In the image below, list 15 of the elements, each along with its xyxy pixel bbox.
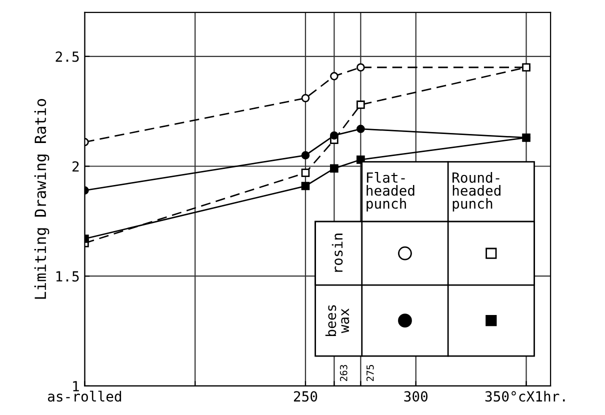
x-tick-label: 250 xyxy=(294,391,318,402)
y-axis-title: Limiting Drawing Ratio xyxy=(34,99,50,299)
annotation: Flat- headed punch xyxy=(366,172,414,212)
x-tick-label: 300 xyxy=(404,391,428,402)
annotation: rosin xyxy=(332,234,343,272)
y-tick-label: 2 xyxy=(72,161,79,172)
y-tick-label: 1 xyxy=(73,381,79,392)
x-tick-label: 350°cX1hr. xyxy=(485,390,565,402)
annotation: bees wax xyxy=(325,305,350,336)
y-tick-label: 2.5 xyxy=(56,51,79,62)
annotation: Round- headed punch xyxy=(452,172,500,212)
annotation: 263 xyxy=(340,364,348,382)
annotation: 275 xyxy=(366,365,374,382)
y-tick-label: 1.5 xyxy=(56,271,79,282)
x-tick-label: as-rolled xyxy=(48,390,122,402)
